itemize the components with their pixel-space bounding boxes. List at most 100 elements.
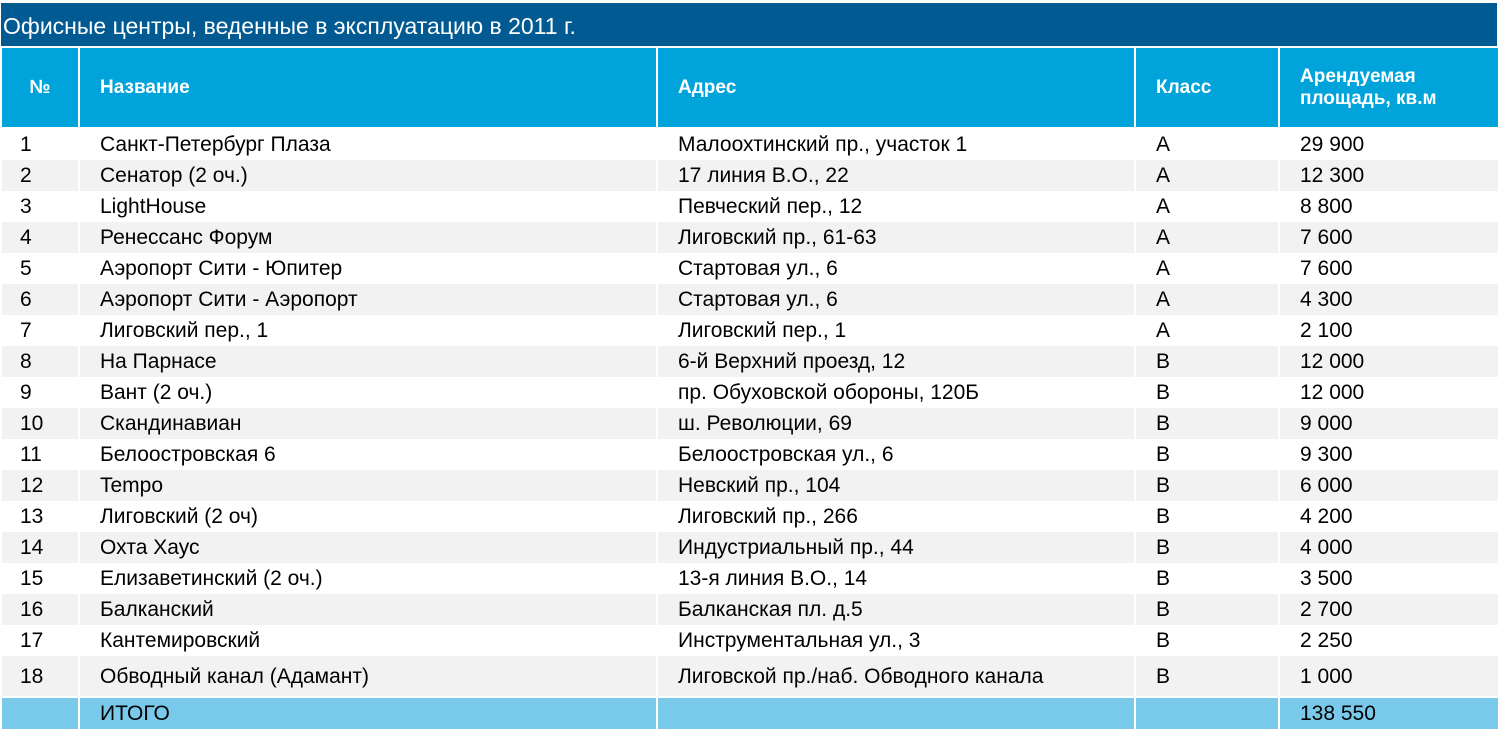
row-class: B	[1136, 594, 1278, 625]
table-row: 7 Лиговский пер., 1 Лиговский пер., 1 A 2 10…	[2, 315, 1498, 346]
table-row: 17 Кантемировский Инструментальная ул., 3 B…	[2, 625, 1498, 656]
row-name: Лиговский (2 оч)	[100, 505, 258, 528]
total-value: 138 550	[1280, 696, 1498, 729]
row-name: Аэропорт Сити - Юпитер	[100, 257, 343, 280]
table-row: 13 Лиговский (2 оч) Лиговский пр., 266 B 4 2…	[2, 501, 1498, 532]
row-area: 1 000	[1280, 656, 1498, 696]
row-name: LightHouse	[100, 195, 207, 218]
row-name: На Парнасе	[80, 346, 656, 377]
row-name: Белоостровская 6	[100, 443, 276, 466]
row-name: Tempo	[80, 470, 656, 501]
row-name: Балканский	[80, 594, 656, 625]
row-address: 13-я линия В.О., 14	[678, 567, 868, 590]
row-name: Скандинавиан	[80, 408, 656, 439]
table-row: 6 Аэропорт Сити - Аэропорт Стартовая ул., …	[2, 284, 1498, 315]
row-address: Малоохтинский пр., участок 1	[678, 133, 968, 156]
row-number: 14	[2, 532, 78, 563]
row-area: 2 250	[1300, 629, 1353, 652]
total-number	[2, 696, 78, 729]
row-address: Белоостровская ул., 6	[678, 443, 894, 466]
row-number: 5	[20, 257, 32, 280]
row-address: Невский пр., 104	[658, 470, 1134, 501]
row-area: 7 600	[1280, 222, 1498, 253]
row-area: 12 000	[1300, 381, 1365, 404]
table-title: Офисные центры, веденные в эксплуатацию …	[1, 3, 1497, 46]
total-row: ИТОГО 138 550	[2, 696, 1498, 729]
row-name: Ренессанс Форум	[80, 222, 656, 253]
row-number: 18	[2, 656, 78, 696]
row-address: Стартовая ул., 6	[658, 284, 1134, 315]
row-class: A	[1156, 319, 1171, 342]
row-address: Лиговский пр., 266	[678, 505, 858, 528]
row-class: B	[1136, 346, 1278, 377]
row-name: Обводный канал (Адамант)	[80, 656, 656, 696]
row-class: A	[1136, 160, 1278, 191]
office-centers-table: № Название Адрес Класс Арендуемая площад…	[0, 48, 1500, 729]
row-area: 4 200	[1300, 505, 1353, 528]
table-row: 16 Балканский Балканская пл. д.5 B 2 700	[2, 594, 1498, 625]
row-class: B	[1156, 443, 1171, 466]
table-row: 5 Аэропорт Сити - Юпитер Стартовая ул., 6 A…	[2, 253, 1498, 284]
row-number: 3	[20, 195, 32, 218]
table-row: 2 Сенатор (2 оч.) 17 линия В.О., 22 A 12 300	[2, 160, 1498, 191]
row-name: Аэропорт Сити - Аэропорт	[80, 284, 656, 315]
row-number: 11	[20, 443, 42, 466]
row-address: 6-й Верхний проезд, 12	[658, 346, 1134, 377]
table-row: 4 Ренессанс Форум Лиговский пр., 61-63 A 7 6…	[2, 222, 1498, 253]
row-number: 8	[2, 346, 78, 377]
total-label: ИТОГО	[80, 696, 656, 729]
row-number: 1	[20, 133, 32, 156]
row-number: 2	[2, 160, 78, 191]
header-number: №	[2, 48, 78, 129]
table-row: 9 Вант (2 оч.) пр. Обуховской обороны, 120…	[2, 377, 1498, 408]
table-row: 8 На Парнасе 6-й Верхний проезд, 12 B 12 000	[2, 346, 1498, 377]
header-row: № Название Адрес Класс Арендуемая площад…	[2, 48, 1498, 129]
table-row: 15 Елизаветинский (2 оч.) 13-я линия В.О.,…	[2, 563, 1498, 594]
row-area: 29 900	[1300, 133, 1365, 156]
row-number: 7	[20, 319, 32, 342]
row-number: 16	[2, 594, 78, 625]
table-row: 18 Обводный канал (Адамант) Лиговской пр./…	[2, 656, 1498, 696]
row-number: 6	[2, 284, 78, 315]
row-area: 7 600	[1300, 257, 1353, 280]
row-address: Инструментальная ул., 3	[678, 629, 921, 652]
row-class: B	[1136, 656, 1278, 696]
row-number: 17	[20, 629, 44, 652]
row-area: 9 000	[1280, 408, 1498, 439]
row-class: B	[1136, 470, 1278, 501]
table-row: 1 Санкт-Петербург Плаза Малоохтинский пр.,…	[2, 129, 1498, 160]
row-class: B	[1156, 567, 1171, 590]
row-name: Санкт-Петербург Плаза	[100, 133, 331, 156]
row-number: 4	[2, 222, 78, 253]
row-address: Стартовая ул., 6	[678, 257, 838, 280]
row-name: Сенатор (2 оч.)	[80, 160, 656, 191]
row-class: A	[1156, 133, 1171, 156]
row-class: B	[1156, 381, 1171, 404]
row-name: Елизаветинский (2 оч.)	[100, 567, 323, 590]
row-class: A	[1136, 284, 1278, 315]
row-name: Лиговский пер., 1	[100, 319, 269, 342]
row-name: Кантемировский	[100, 629, 261, 652]
header-class: Класс	[1136, 48, 1278, 129]
table-row: 11 Белоостровская 6 Белоостровская ул., 6 B…	[2, 439, 1498, 470]
row-address: Лиговский пр., 61-63	[658, 222, 1134, 253]
row-area: 12 300	[1280, 160, 1498, 191]
row-number: 15	[20, 567, 44, 590]
row-class: B	[1156, 629, 1171, 652]
row-address: Балканская пл. д.5	[658, 594, 1134, 625]
row-class: B	[1136, 532, 1278, 563]
row-name: Охта Хаус	[80, 532, 656, 563]
row-class: B	[1156, 505, 1171, 528]
row-number: 9	[20, 381, 32, 404]
row-address: Певческий пер., 12	[678, 195, 863, 218]
row-address: Лиговский пер., 1	[678, 319, 847, 342]
row-address: ш. Революции, 69	[658, 408, 1134, 439]
row-area: 4 300	[1280, 284, 1498, 315]
row-number: 12	[2, 470, 78, 501]
row-address: Лиговской пр./наб. Обводного канала	[658, 656, 1134, 696]
row-number: 10	[2, 408, 78, 439]
row-class: A	[1136, 222, 1278, 253]
table-row: 14 Охта Хаус Индустриальный пр., 44 B 4 000	[2, 532, 1498, 563]
row-address: 17 линия В.О., 22	[658, 160, 1134, 191]
row-area: 6 000	[1280, 470, 1498, 501]
